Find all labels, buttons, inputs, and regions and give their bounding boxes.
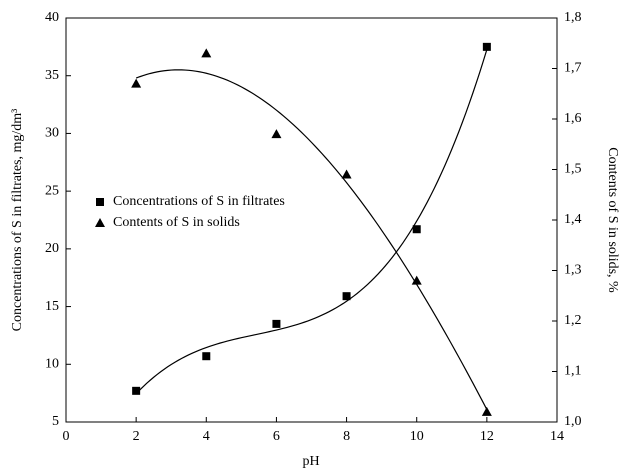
y2-tick-label: 1,0	[564, 414, 582, 429]
square-marker	[96, 198, 104, 206]
triangle-marker	[201, 48, 212, 58]
y-axis-title: Concentrations of S in filtrates, mg/dm³	[10, 109, 25, 332]
square-marker	[482, 42, 491, 51]
x-tick-label: 10	[410, 429, 424, 444]
x-tick-label: 14	[550, 429, 564, 444]
triangle-marker	[411, 275, 422, 285]
y-tick-label: 30	[45, 126, 59, 141]
square-marker	[272, 319, 281, 328]
legend-label: Concentrations of S in filtrates	[113, 194, 285, 209]
x-axis-title: pH	[302, 454, 319, 469]
x-tick-label: 0	[63, 429, 70, 444]
square-marker	[132, 386, 141, 395]
x-tick-label: 8	[343, 429, 350, 444]
triangle-marker	[271, 129, 282, 139]
triangle-marker	[131, 78, 142, 88]
triangle-marker	[95, 218, 105, 227]
y-tick-label: 20	[45, 241, 59, 256]
y2-tick-label: 1,4	[564, 212, 582, 227]
x-tick-label: 12	[480, 429, 494, 444]
y2-tick-label: 1,3	[564, 263, 582, 278]
y-tick-label: 5	[52, 414, 59, 429]
x-tick-label: 2	[133, 429, 140, 444]
y2-axis-title: Contents of S in solids, %	[605, 147, 620, 293]
y2-tick-label: 1,6	[564, 111, 582, 126]
y2-tick-label: 1,2	[564, 313, 582, 328]
trend-line	[135, 69, 488, 410]
y2-tick-label: 1,1	[564, 364, 582, 379]
y-tick-label: 35	[45, 68, 59, 83]
y-tick-label: 40	[45, 10, 59, 25]
square-marker	[202, 352, 211, 361]
square-marker	[412, 225, 421, 234]
y2-tick-label: 1,5	[564, 162, 582, 177]
y-tick-label: 15	[45, 299, 59, 314]
x-tick-label: 4	[203, 429, 210, 444]
triangle-marker	[481, 406, 492, 416]
trend-line	[135, 49, 488, 395]
square-marker	[342, 292, 351, 301]
y2-tick-label: 1,7	[564, 61, 582, 76]
legend-label: Contents of S in solids	[113, 215, 240, 230]
y2-tick-label: 1,8	[564, 10, 582, 25]
y-tick-label: 10	[45, 357, 59, 372]
x-tick-label: 6	[273, 429, 280, 444]
y-tick-label: 25	[45, 183, 59, 198]
triangle-marker	[341, 169, 352, 179]
